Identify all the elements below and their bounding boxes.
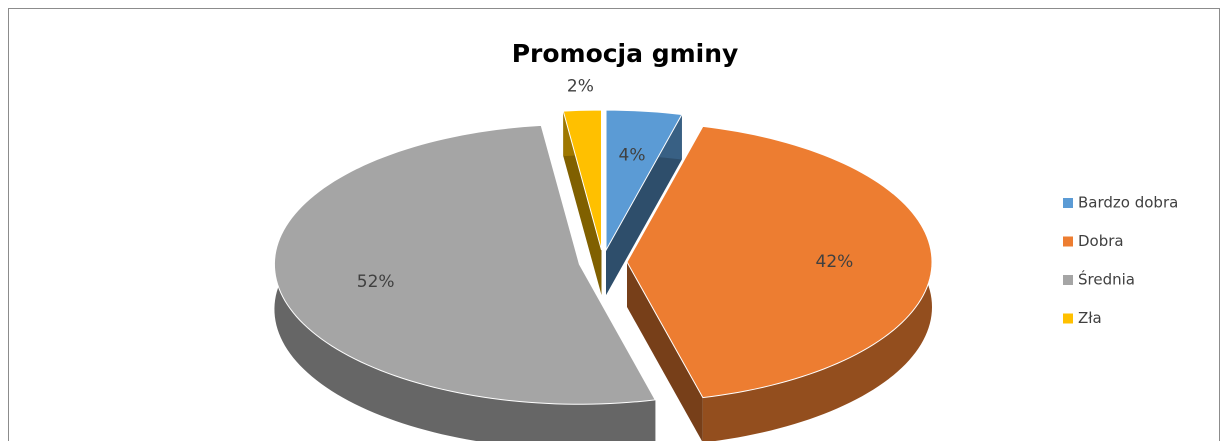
legend-swatch [1063, 236, 1073, 247]
data-label: 4% [619, 146, 646, 166]
legend-label: Średnia [1078, 270, 1135, 289]
legend-swatch [1063, 313, 1073, 324]
legend-swatch [1063, 198, 1073, 208]
pie-slice [562, 109, 602, 251]
legend-label: Dobra [1078, 232, 1124, 250]
legend: Bardzo dobra Dobra Średnia Zła [1063, 194, 1178, 327]
data-labels: 4% 42% 52% 2% [357, 76, 853, 292]
legend-label: Bardzo dobra [1078, 194, 1178, 212]
pie-side-wall [606, 114, 682, 296]
data-label: 42% [816, 252, 854, 272]
data-label: 2% [567, 76, 594, 96]
data-label: 52% [357, 272, 395, 292]
pie-side-wall [563, 111, 602, 296]
pie-side-wall [627, 262, 703, 443]
chart-title: Promocja gminy [512, 39, 739, 68]
pie-slice [273, 124, 657, 405]
legend-swatch [1063, 275, 1073, 285]
pie-tops [273, 109, 933, 405]
legend-label: Zła [1078, 309, 1102, 327]
pie-slice [626, 125, 933, 399]
pie-slice [605, 109, 683, 253]
